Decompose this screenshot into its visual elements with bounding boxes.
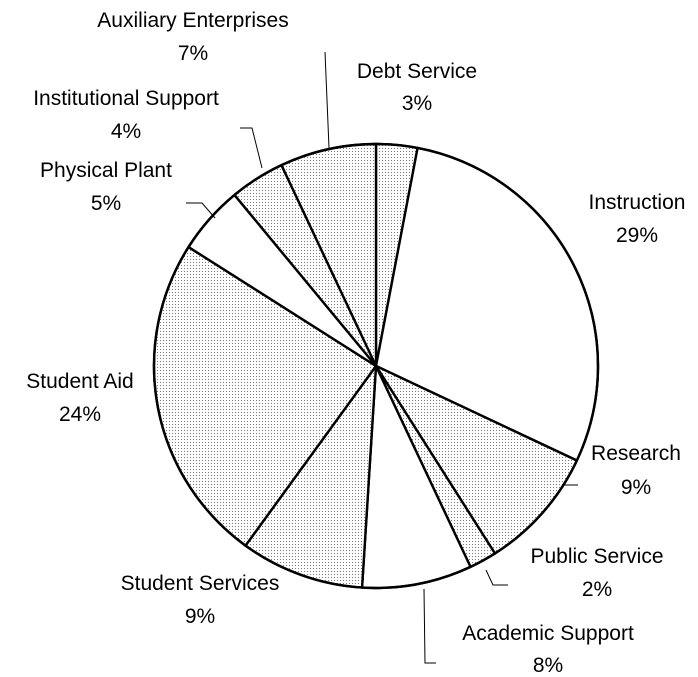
label-institutional-support: Institutional Support [33, 87, 219, 110]
pie-outline [152, 142, 600, 590]
value-instruction: 29% [616, 224, 658, 247]
value-debt-service: 3% [402, 92, 432, 115]
value-physical-plant: 5% [91, 192, 121, 215]
leader-lines [186, 51, 578, 664]
label-debt-service: Debt Service [357, 60, 477, 83]
value-public-service: 2% [582, 578, 612, 601]
leader-institutional-support [240, 127, 263, 169]
slice-labels: Debt Service 3% Instruction 29% Research 9% Pu… [26, 9, 685, 677]
leader-public-service [485, 569, 508, 586]
value-auxiliary-enterprises: 7% [178, 42, 208, 65]
pie-slices [152, 142, 600, 590]
leader-physical-plant [186, 202, 216, 219]
leader-debt-service [324, 51, 330, 149]
value-student-services: 9% [185, 605, 215, 628]
label-instruction: Instruction [589, 191, 686, 214]
label-student-services: Student Services [121, 572, 280, 595]
leader-academic-support [423, 588, 436, 664]
value-research: 9% [621, 476, 651, 499]
label-auxiliary-enterprises: Auxiliary Enterprises [97, 9, 288, 32]
label-academic-support: Academic Support [462, 622, 634, 645]
label-public-service: Public Service [530, 545, 663, 568]
value-student-aid: 24% [59, 403, 101, 426]
value-institutional-support: 4% [111, 120, 141, 143]
value-academic-support: 8% [533, 654, 563, 677]
label-student-aid: Student Aid [26, 370, 133, 393]
label-research: Research [591, 442, 681, 465]
label-physical-plant: Physical Plant [40, 159, 172, 182]
